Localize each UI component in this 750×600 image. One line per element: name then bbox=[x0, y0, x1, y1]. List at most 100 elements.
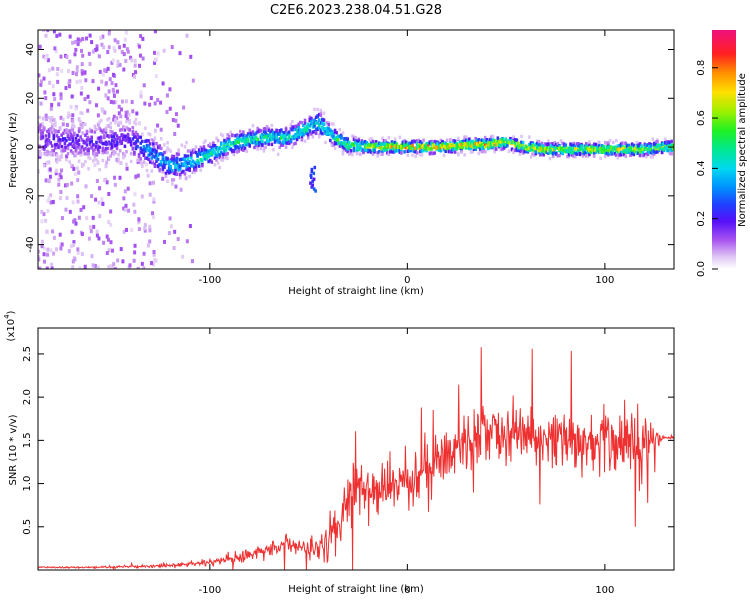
heatmap-cell bbox=[38, 115, 41, 120]
heatmap-cell bbox=[131, 130, 135, 134]
heatmap-cell bbox=[512, 150, 515, 155]
heatmap-cell bbox=[299, 128, 302, 132]
heatmap-cell bbox=[68, 209, 72, 214]
heatmap-cell bbox=[528, 146, 531, 150]
heatmap-cell bbox=[40, 122, 44, 127]
heatmap-cell bbox=[130, 100, 134, 105]
heatmap-cell bbox=[646, 150, 650, 154]
heatmap-cell bbox=[588, 142, 591, 146]
heatmap-cell bbox=[153, 60, 157, 65]
heatmap-cell bbox=[278, 137, 282, 141]
heatmap-cell bbox=[63, 148, 67, 152]
heatmap-cell bbox=[103, 135, 106, 140]
heatmap-cell bbox=[461, 141, 465, 146]
heatmap-cell bbox=[70, 229, 74, 234]
heatmap-cell bbox=[490, 143, 493, 147]
heatmap-cell bbox=[80, 232, 84, 237]
heatmap-cell bbox=[79, 122, 83, 127]
heatmap-cell bbox=[333, 146, 337, 151]
heatmap-cell bbox=[392, 150, 395, 154]
heatmap-cell bbox=[494, 147, 498, 151]
heatmap-cell bbox=[52, 133, 56, 138]
heatmap-cell bbox=[366, 146, 370, 151]
heatmap-cell bbox=[648, 142, 651, 146]
heatmap-cell bbox=[425, 148, 429, 153]
heatmap-cell bbox=[409, 148, 413, 153]
heatmap-cell bbox=[95, 44, 99, 49]
heatmap-cell bbox=[491, 145, 495, 150]
heatmap-cell bbox=[256, 140, 259, 144]
heatmap-cell bbox=[581, 148, 585, 152]
heatmap-cell bbox=[469, 146, 473, 150]
heatmap-cell bbox=[660, 146, 664, 150]
heatmap-cell bbox=[329, 128, 332, 132]
heatmap-cell bbox=[99, 36, 103, 41]
heatmap-cell bbox=[630, 142, 634, 146]
heatmap-cell bbox=[384, 145, 387, 150]
heatmap-cell bbox=[335, 141, 338, 146]
heatmap-cell bbox=[640, 146, 643, 150]
heatmap-cell bbox=[55, 153, 59, 158]
heatmap-cell bbox=[90, 129, 94, 133]
heatmap-cell bbox=[305, 124, 308, 129]
heatmap-cell bbox=[112, 152, 116, 157]
heatmap-cell bbox=[520, 134, 523, 139]
heatmap-cell bbox=[317, 112, 321, 117]
heatmap-cell bbox=[147, 144, 150, 148]
heatmap-cell bbox=[145, 156, 149, 160]
heatmap-cell bbox=[340, 143, 343, 147]
heatmap-cell bbox=[103, 178, 107, 183]
heatmap-cell bbox=[131, 132, 135, 136]
heatmap-cell bbox=[59, 96, 63, 101]
heatmap-cell bbox=[148, 239, 152, 244]
heatmap-cell bbox=[355, 142, 359, 146]
heatmap-cell bbox=[51, 66, 55, 71]
heatmap-cell bbox=[234, 139, 237, 143]
heatmap-cell bbox=[406, 153, 410, 157]
heatmap-cell bbox=[92, 145, 96, 150]
heatmap-cell bbox=[439, 144, 443, 148]
heatmap-cell bbox=[96, 136, 100, 140]
heatmap-cell bbox=[97, 200, 101, 205]
heatmap-cell bbox=[166, 169, 169, 173]
heatmap-cell bbox=[88, 140, 92, 145]
heatmap-cell bbox=[343, 146, 346, 151]
heatmap-cell bbox=[164, 149, 168, 154]
heatmap-cell bbox=[324, 127, 327, 131]
spectrogram-ytick-label: 0 bbox=[25, 144, 36, 150]
heatmap-cell bbox=[363, 147, 367, 152]
heatmap-cell bbox=[107, 220, 111, 225]
heatmap-cell bbox=[378, 145, 381, 150]
heatmap-cell bbox=[553, 141, 557, 145]
heatmap-cell bbox=[311, 183, 315, 187]
heatmap-cell bbox=[69, 104, 73, 109]
heatmap-cell bbox=[216, 150, 220, 155]
heatmap-cell bbox=[414, 147, 417, 151]
heatmap-cell bbox=[149, 96, 153, 101]
heatmap-cell bbox=[106, 123, 109, 128]
heatmap-cell bbox=[188, 174, 191, 179]
heatmap-cell bbox=[85, 139, 89, 143]
heatmap-cell bbox=[179, 187, 183, 192]
heatmap-cell bbox=[524, 144, 528, 148]
heatmap-cell bbox=[629, 146, 632, 150]
heatmap-cell bbox=[78, 38, 82, 43]
heatmap-cell bbox=[76, 37, 80, 42]
heatmap-cell bbox=[70, 244, 74, 249]
heatmap-cell bbox=[91, 49, 95, 54]
heatmap-cell bbox=[47, 196, 51, 201]
heatmap-cell bbox=[74, 148, 78, 153]
heatmap-cell bbox=[624, 144, 628, 149]
heatmap-cell bbox=[82, 141, 86, 145]
heatmap-cell bbox=[294, 124, 297, 129]
heatmap-cell bbox=[189, 161, 193, 165]
heatmap-cell bbox=[59, 54, 63, 59]
heatmap-cell bbox=[482, 138, 485, 143]
heatmap-cell bbox=[270, 137, 274, 142]
heatmap-cell bbox=[264, 134, 267, 138]
heatmap-cell bbox=[87, 155, 90, 160]
heatmap-cell bbox=[332, 131, 335, 136]
heatmap-cell bbox=[494, 140, 498, 144]
heatmap-cell bbox=[53, 46, 57, 51]
heatmap-cell bbox=[645, 152, 648, 156]
